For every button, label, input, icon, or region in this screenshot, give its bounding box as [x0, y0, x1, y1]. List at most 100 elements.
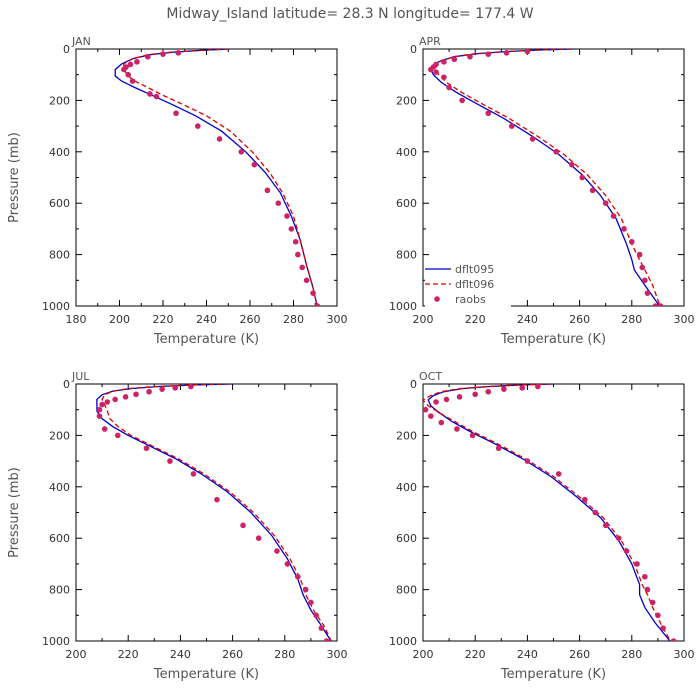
series-group — [423, 384, 677, 641]
raobs-point — [288, 226, 295, 232]
x-tick-label: 200 — [413, 313, 434, 326]
legend-label: raobs — [455, 293, 486, 306]
raobs-point — [602, 522, 609, 529]
raobs-point — [96, 406, 103, 413]
raobs-point — [602, 200, 609, 206]
raobs-point — [589, 187, 596, 194]
raobs-point — [655, 612, 661, 619]
raobs-point — [579, 174, 586, 181]
raobs-point — [485, 110, 492, 117]
raobs-point — [467, 53, 473, 60]
y-tick-label: 200 — [396, 94, 417, 107]
raobs-point — [495, 445, 502, 452]
raobs-point — [642, 573, 648, 580]
y-tick-label: 600 — [396, 532, 417, 545]
raobs-point — [96, 413, 103, 419]
raobs-point — [428, 66, 434, 73]
raobs-point — [657, 303, 664, 306]
y-tick-label: 400 — [49, 481, 70, 494]
x-axis-label: Temperature (K) — [153, 332, 259, 347]
y-tick-label: 1000 — [389, 635, 417, 648]
chart-panel-oct: OCT 200 220 240 260 280 300 0 200 400 600 800 1000 Te… — [389, 370, 695, 682]
x-tick-label: 240 — [517, 648, 538, 661]
raobs-point — [274, 548, 280, 554]
raobs-point — [143, 445, 150, 452]
raobs-point — [524, 458, 531, 464]
raobs-point — [642, 277, 648, 284]
series-group — [114, 49, 321, 306]
raobs-point — [469, 432, 476, 439]
raobs-point — [323, 638, 330, 641]
x-tick-label: 180 — [66, 313, 87, 326]
y-tick-label: 200 — [49, 94, 70, 107]
raobs-point — [133, 391, 139, 398]
x-axis-label: Temperature (K) — [153, 667, 259, 682]
raobs-point — [310, 290, 316, 296]
raobs-point — [519, 385, 525, 391]
raobs-point — [238, 149, 245, 155]
x-tick-label: 240 — [170, 648, 191, 661]
panel-label: JAN — [71, 35, 91, 48]
raobs-point — [295, 251, 301, 258]
raobs-point — [303, 277, 310, 284]
raobs-point — [190, 471, 197, 477]
x-tick-label: 240 — [517, 313, 538, 326]
raobs-point — [639, 264, 646, 271]
raobs-point — [503, 50, 510, 56]
raobs-point — [153, 93, 160, 100]
raobs-point — [251, 161, 258, 168]
raobs-point — [146, 388, 152, 395]
raobs-point — [159, 386, 165, 392]
y-tick-label: 400 — [49, 146, 70, 159]
raobs-point — [423, 406, 429, 413]
y-tick-label: 800 — [396, 249, 417, 262]
figure-title: Midway_Island latitude= 28.3 N longitude… — [166, 6, 533, 22]
y-tick-label: 600 — [49, 532, 70, 545]
series-line-dflt096 — [423, 384, 672, 641]
y-axis-label: Pressure (mb) — [7, 132, 22, 223]
y-tick-label: 200 — [396, 429, 417, 442]
raobs-point — [101, 426, 108, 432]
raobs-point — [318, 625, 325, 631]
raobs-point — [160, 51, 166, 57]
raobs-point — [188, 384, 194, 390]
raobs-point — [524, 49, 531, 55]
series-line-dflt095 — [114, 49, 318, 306]
y-tick-label: 1000 — [42, 635, 70, 648]
x-axis-label: Temperature (K) — [500, 667, 606, 682]
plot-frame — [75, 383, 338, 642]
raobs-point — [112, 396, 118, 403]
panel-label: JUL — [71, 370, 90, 383]
raobs-point — [535, 384, 541, 390]
raobs-point — [295, 573, 301, 580]
chart-panel-jan: JAN 180 200 220 240 260 280 300 0 200 400 600 800 100… — [7, 35, 348, 347]
legend-background — [425, 259, 511, 309]
x-tick-label: 260 — [569, 313, 590, 326]
legend-marker — [434, 296, 440, 302]
raobs-point — [433, 69, 439, 75]
raobs-point — [568, 161, 575, 168]
raobs-point — [441, 74, 447, 81]
y-tick-label: 1000 — [42, 300, 70, 313]
raobs-point — [485, 51, 492, 57]
y-tick-label: 0 — [410, 43, 417, 56]
x-tick-label: 240 — [196, 313, 217, 326]
raobs-point — [214, 496, 220, 503]
raobs-point — [127, 61, 134, 68]
y-tick-label: 0 — [63, 43, 70, 56]
raobs-point — [147, 91, 153, 97]
raobs-point — [472, 391, 479, 398]
x-tick-label: 280 — [621, 648, 642, 661]
x-axis-label: Temperature (K) — [500, 332, 606, 347]
plot-frame — [422, 383, 685, 642]
y-tick-label: 800 — [49, 249, 70, 262]
y-axis-label: Pressure (mb) — [7, 467, 22, 558]
raobs-point — [144, 53, 151, 60]
y-tick-label: 800 — [49, 584, 70, 597]
raobs-point — [433, 399, 439, 405]
series-line-dflt095 — [430, 49, 661, 306]
raobs-point — [314, 303, 321, 306]
raobs-point — [129, 78, 136, 84]
x-tick-label: 300 — [674, 648, 695, 661]
plot-frame — [75, 48, 338, 307]
